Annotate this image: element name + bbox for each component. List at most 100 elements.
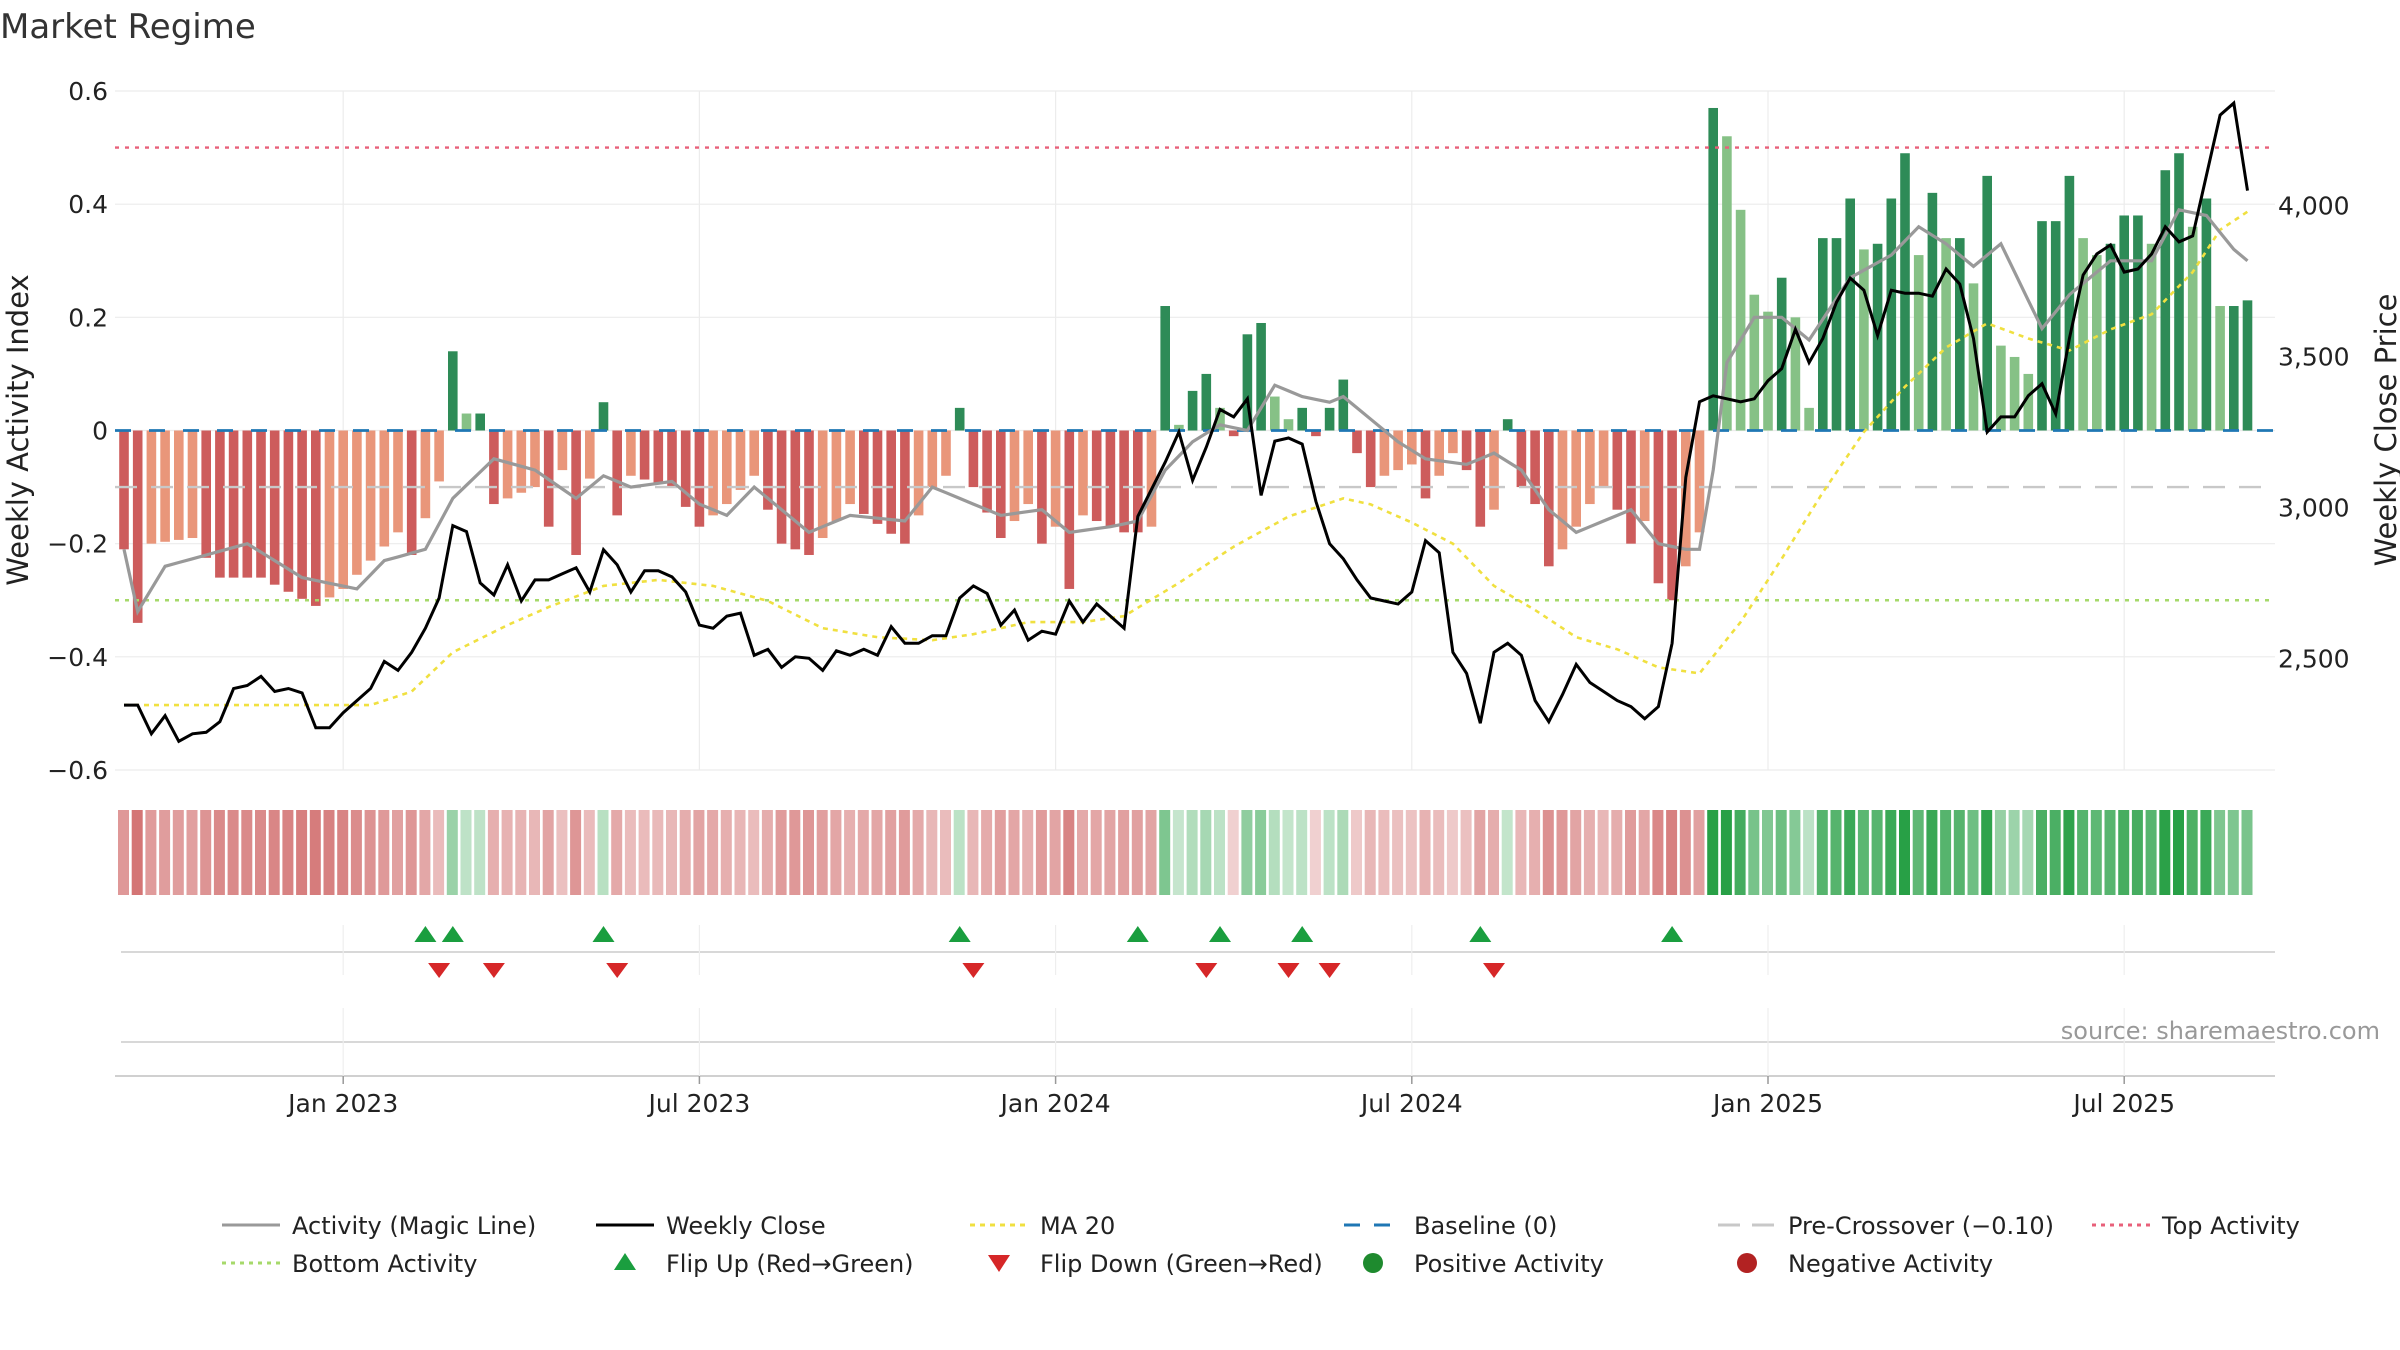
regime-strip-cell <box>1625 810 1636 895</box>
regime-strip-cell <box>433 810 445 895</box>
activity-bar <box>2174 153 2184 431</box>
activity-bar <box>2119 215 2129 431</box>
regime-strip-cell <box>172 810 184 895</box>
flip-down-marker <box>606 963 629 978</box>
regime-strip-cell <box>707 810 719 895</box>
activity-bar <box>1434 430 1444 476</box>
legend-item: Flip Down (Green→Red) <box>988 1250 1323 1278</box>
regime-strip-cell <box>1063 810 1075 895</box>
regime-strip-cell <box>871 810 883 895</box>
regime-strip-cell <box>652 810 664 895</box>
activity-bar <box>2092 255 2102 431</box>
activity-bar <box>2064 175 2075 431</box>
flip-up-marker <box>1291 926 1314 942</box>
regime-strip-cell <box>1844 810 1856 895</box>
activity-bar <box>571 430 581 555</box>
regime-strip-cell <box>1912 810 1924 895</box>
activity-bar <box>653 430 664 484</box>
regime-strip-cell <box>1693 810 1705 895</box>
regime-strip-cell <box>912 810 924 895</box>
activity-bar <box>132 430 143 623</box>
activity-bar <box>2133 215 2143 431</box>
activity-bar <box>119 430 129 550</box>
activity-bar <box>256 430 266 578</box>
regime-strip-cell <box>1405 810 1417 895</box>
regime-strip-cell <box>2049 810 2061 895</box>
regime-strip-cell <box>1556 810 1568 895</box>
regime-strip-cell <box>1460 810 1472 895</box>
activity-bar <box>1530 430 1540 505</box>
regime-strip-cell <box>556 810 568 895</box>
flip-markers-panel <box>121 926 2275 978</box>
regime-strip-cell <box>748 810 760 895</box>
regime-strip-cell <box>1775 810 1787 895</box>
activity-bar <box>1612 430 1623 510</box>
regime-strip-cell <box>926 810 938 895</box>
activity-bar <box>2187 226 2198 431</box>
regime-strip-cell <box>474 810 486 895</box>
regime-strip-cell <box>816 810 828 895</box>
regime-strip-cell <box>1241 810 1253 895</box>
activity-bar <box>311 430 321 606</box>
activity-bar <box>489 430 499 505</box>
regime-strip-cell <box>1227 810 1239 895</box>
regime-strip-cell <box>1940 810 1952 895</box>
regime-strip-cell <box>1022 810 1034 895</box>
regime-strip-cell <box>1994 810 2006 895</box>
activity-bar <box>2215 306 2225 431</box>
activity-bar <box>1393 430 1403 471</box>
left-tick-label: −0.2 <box>47 530 108 559</box>
x-tick-label: Jan 2023 <box>286 1089 398 1118</box>
activity-bar <box>1215 407 1225 431</box>
regime-strip-cell <box>803 810 814 895</box>
regime-strip-cell <box>1296 810 1308 895</box>
regime-strip-cell <box>296 810 308 895</box>
activity-bar <box>1338 379 1349 431</box>
activity-bar <box>585 430 595 479</box>
flip-down-marker <box>1277 963 1300 978</box>
flip-up-marker <box>592 926 615 942</box>
activity-bar <box>406 430 417 555</box>
activity-bar <box>1735 209 1746 431</box>
regime-strip-cell <box>2008 810 2020 895</box>
regime-strip-cell <box>145 810 157 895</box>
activity-bar <box>174 430 184 540</box>
activity-bar <box>1475 430 1486 527</box>
regime-strip-cell <box>309 810 321 895</box>
regime-strip-cell <box>118 810 129 895</box>
activity-bar <box>557 430 568 471</box>
regime-strip-cell <box>1104 810 1116 895</box>
regime-strip-cell <box>2214 810 2226 895</box>
activity-bar <box>1763 311 1773 431</box>
regime-strip-cell <box>2145 810 2157 895</box>
legend-item: MA 20 <box>970 1212 1115 1240</box>
activity-bar <box>598 402 609 431</box>
regime-strip-cell <box>255 810 266 895</box>
activity-bar <box>365 430 376 561</box>
activity-bar <box>1448 430 1458 454</box>
regime-strip-cell <box>1077 810 1088 895</box>
reference-lines <box>115 146 2275 602</box>
regime-strip-cell <box>693 810 705 895</box>
regime-strip-cell <box>761 810 773 895</box>
activity-bar <box>1270 396 1280 431</box>
activity-bar <box>1242 334 1253 431</box>
flip-up-marker <box>441 926 464 942</box>
activity-bar <box>1708 107 1718 431</box>
regime-strip-cell <box>1378 810 1390 895</box>
regime-strip-cell <box>666 810 677 895</box>
regime-strip-cell <box>350 810 362 895</box>
activity-bars <box>119 107 2253 623</box>
regime-strip-cell <box>1652 810 1664 895</box>
activity-bar <box>228 430 239 578</box>
activity-bar <box>1078 430 1088 516</box>
regime-strip-cell <box>1309 810 1321 895</box>
right-tick-label: 2,500 <box>2278 644 2350 673</box>
activity-bar <box>708 430 718 516</box>
regime-strip-cell <box>1707 810 1719 895</box>
regime-strip-cell <box>2227 810 2239 895</box>
activity-bar <box>1297 407 1307 431</box>
activity-bar <box>2023 373 2034 431</box>
legend-label: MA 20 <box>1040 1212 1115 1240</box>
activity-bar <box>639 430 650 480</box>
